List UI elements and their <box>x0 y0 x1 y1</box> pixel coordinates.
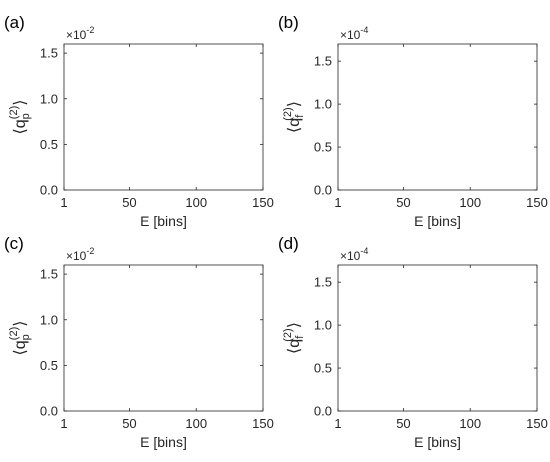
x-axis-label: E [bins] <box>140 213 187 229</box>
y-tick-label: 1.5 <box>314 54 332 69</box>
x-tick-label: 1 <box>60 195 67 210</box>
y-tick-label: 1.0 <box>40 91 58 106</box>
x-tick-label: 50 <box>396 416 410 431</box>
y-axis-label: ⟨qp(2)⟩ <box>8 321 32 356</box>
y-axis-label: ⟨qf(2)⟩ <box>282 101 306 133</box>
panel-label: (b) <box>278 13 299 32</box>
y-tick-label: 0.0 <box>40 404 58 419</box>
y-axis-multiplier: ×10-2 <box>66 25 94 42</box>
y-tick-label: 1.0 <box>40 312 58 327</box>
y-tick-label: 0.0 <box>40 183 58 198</box>
y-axis-label: ⟨qf(2)⟩ <box>282 322 306 354</box>
x-axis-label: E [bins] <box>414 434 461 450</box>
panel-label: (c) <box>4 234 24 253</box>
y-axis-multiplier: ×10-4 <box>340 25 368 42</box>
x-tick-label: 50 <box>122 416 136 431</box>
x-axis-label: E [bins] <box>414 213 461 229</box>
y-tick-label: 0.5 <box>314 361 332 376</box>
y-tick-label: 1.0 <box>314 97 332 112</box>
y-tick-label: 0.5 <box>314 140 332 155</box>
x-tick-label: 100 <box>459 195 481 210</box>
x-tick-label: 150 <box>526 195 548 210</box>
y-tick-label: 0.0 <box>314 183 332 198</box>
plot-frame <box>337 264 538 412</box>
x-tick-label: 50 <box>122 195 136 210</box>
x-tick-label: 150 <box>252 195 274 210</box>
plot-frame <box>63 43 264 191</box>
y-tick-label: 0.0 <box>314 404 332 419</box>
x-tick-label: 1 <box>334 195 341 210</box>
y-tick-label: 1.5 <box>40 46 58 61</box>
y-tick-label: 1.5 <box>40 267 58 282</box>
x-tick-label: 1 <box>334 416 341 431</box>
y-axis-label: ⟨qp(2)⟩ <box>8 100 32 135</box>
panel-label: (a) <box>4 13 25 32</box>
y-axis-multiplier: ×10-2 <box>66 246 94 263</box>
y-tick-label: 1.0 <box>314 318 332 333</box>
y-axis-multiplier: ×10-4 <box>340 246 368 263</box>
plot-frame <box>337 43 538 191</box>
panel-label: (d) <box>278 234 299 253</box>
x-tick-label: 150 <box>252 416 274 431</box>
x-tick-label: 100 <box>459 416 481 431</box>
x-tick-label: 100 <box>185 195 207 210</box>
x-tick-label: 150 <box>526 416 548 431</box>
x-axis-label: E [bins] <box>140 434 187 450</box>
plot-frame <box>63 264 264 412</box>
x-tick-label: 50 <box>396 195 410 210</box>
y-tick-label: 0.5 <box>40 358 58 373</box>
y-tick-label: 1.5 <box>314 275 332 290</box>
x-tick-label: 100 <box>185 416 207 431</box>
y-tick-label: 0.5 <box>40 137 58 152</box>
x-tick-label: 1 <box>60 416 67 431</box>
